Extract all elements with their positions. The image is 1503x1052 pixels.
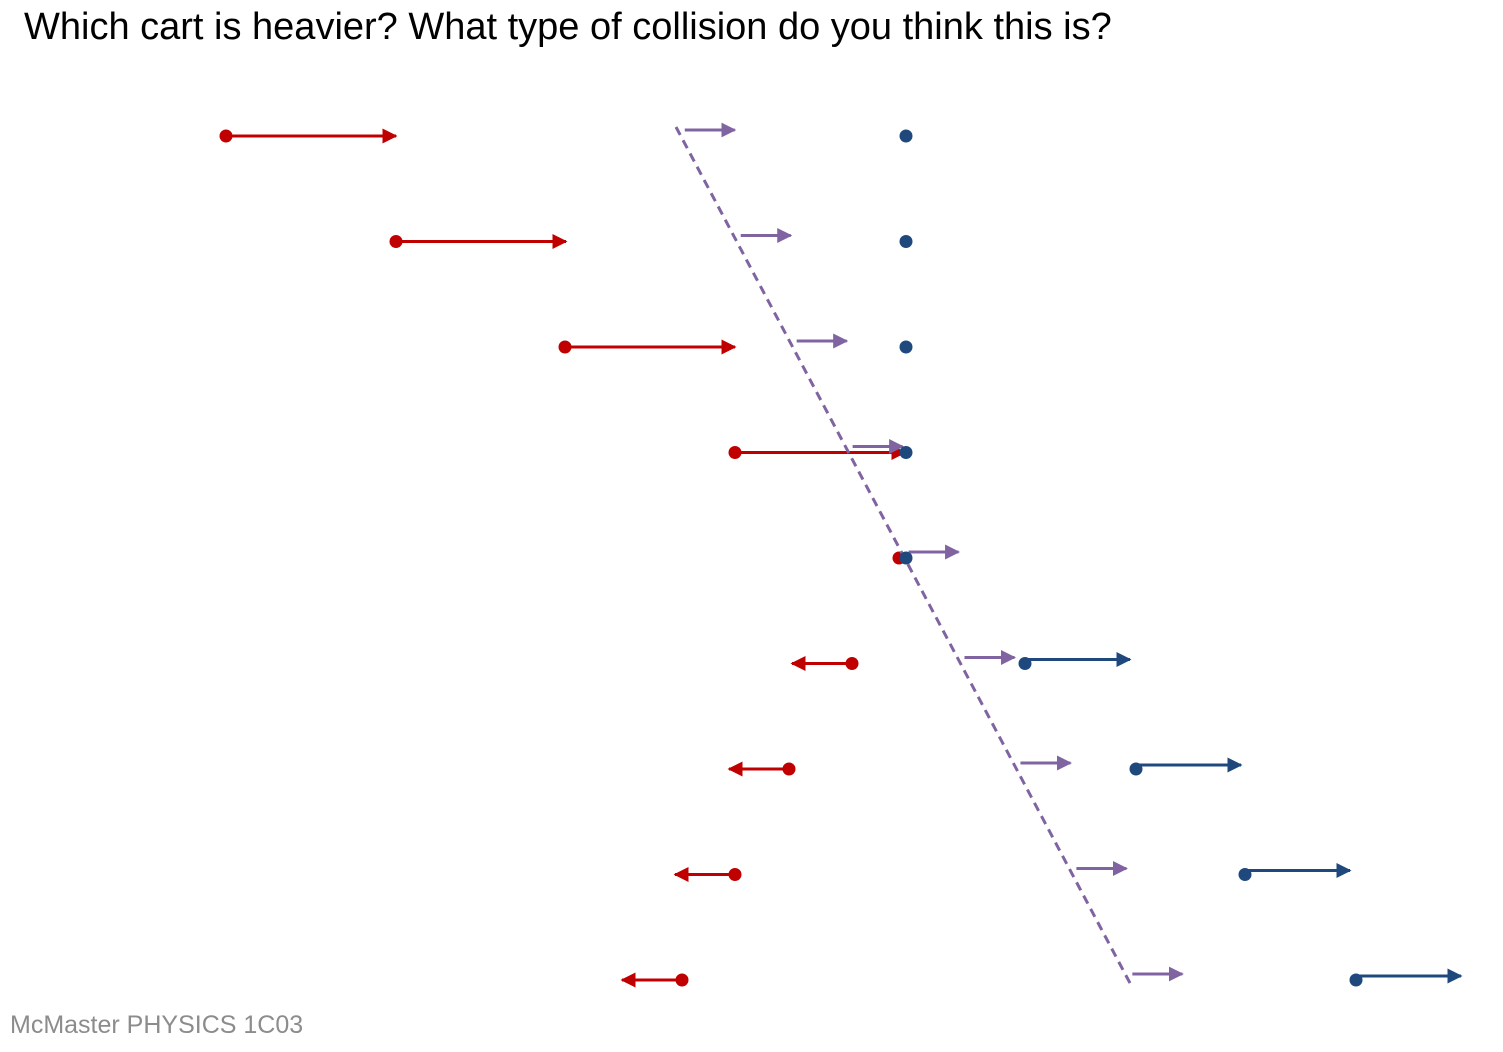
slide-title: Which cart is heavier? What type of coll… bbox=[24, 6, 1112, 48]
center-of-mass-layer bbox=[674, 122, 1184, 986]
blue-cart-dot bbox=[899, 129, 913, 143]
red-cart-dot bbox=[845, 657, 859, 670]
blue-cart-layer bbox=[899, 129, 1463, 987]
red-cart-dot bbox=[782, 762, 796, 776]
blue-cart-dot bbox=[1018, 657, 1032, 670]
red-cart-dot bbox=[728, 446, 742, 459]
red-cart-dot bbox=[675, 973, 689, 987]
red-cart-dot bbox=[219, 129, 233, 143]
blue-cart-dot bbox=[1238, 868, 1252, 881]
red-cart-dot bbox=[728, 868, 742, 881]
blue-cart-dot bbox=[899, 446, 913, 459]
blue-cart-dot bbox=[1129, 762, 1143, 776]
red-cart-layer bbox=[219, 128, 907, 988]
blue-cart-dot bbox=[899, 340, 913, 354]
blue-cart-dot bbox=[899, 551, 913, 565]
footer-label: McMaster PHYSICS 1C03 bbox=[10, 1011, 304, 1039]
blue-cart-dot bbox=[899, 235, 913, 248]
blue-cart-dot bbox=[1349, 973, 1363, 987]
red-cart-dot bbox=[558, 340, 572, 354]
red-cart-dot bbox=[389, 235, 403, 248]
